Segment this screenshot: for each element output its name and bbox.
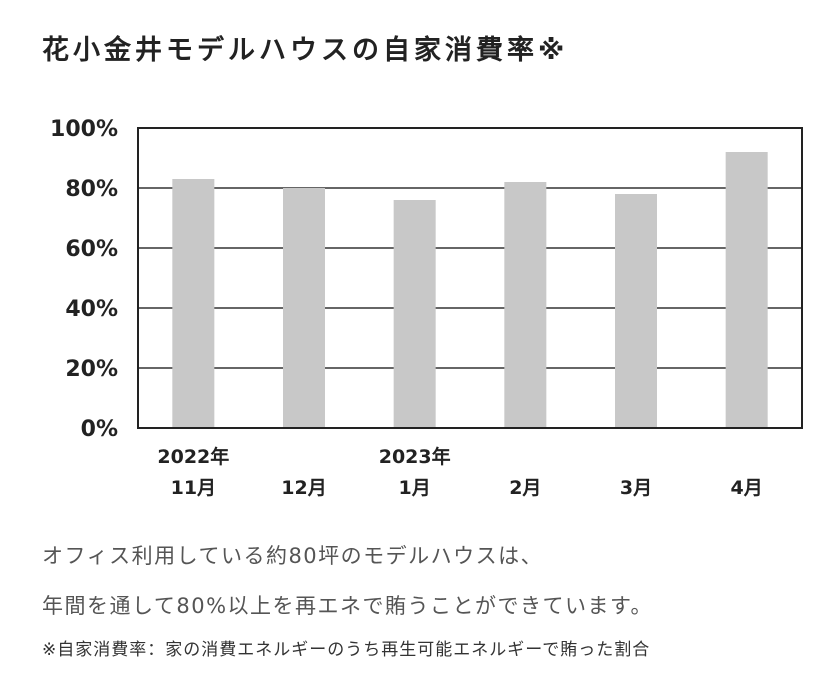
y-tick-label: 20% (65, 357, 118, 382)
description-line-1: オフィス利用している約80坪のモデルハウスは、 (42, 544, 544, 568)
x-tick-label-year: 2022年 (157, 445, 229, 468)
footnote: ※自家消費率：家の消費エネルギーのうち再生可能エネルギーで賄った割合 (42, 640, 651, 660)
y-tick-label: 40% (65, 297, 118, 322)
bar (504, 182, 547, 428)
y-tick-label: 0% (81, 417, 118, 442)
y-tick-label: 100% (50, 117, 118, 142)
x-tick-label-month: 1月 (399, 477, 431, 499)
x-tick-label-month: 3月 (620, 477, 652, 499)
description-line-2: 年間を通して80%以上を再エネで賄うことができています。 (42, 594, 653, 618)
y-tick-label: 80% (65, 177, 118, 202)
x-tick-label-year: 2023年 (379, 445, 451, 468)
bar (615, 194, 657, 428)
x-tick-label-month: 4月 (731, 477, 763, 499)
chart-title: 花小金井モデルハウスの自家消費率※ (42, 35, 569, 66)
bar (393, 200, 436, 428)
x-tick-label-month: 12月 (281, 477, 326, 499)
y-tick-label: 60% (65, 237, 118, 262)
bar (283, 188, 325, 428)
x-tick-label-month: 2月 (509, 477, 541, 499)
bar (725, 152, 768, 428)
plot-frame (137, 127, 803, 429)
bar (172, 179, 215, 428)
x-tick-label-month: 11月 (171, 477, 216, 499)
bar-chart: 0% 20% 40% 60% 80% 100% 2022年 11月 12月 2023年 1月 2月 3月… (50, 117, 803, 499)
